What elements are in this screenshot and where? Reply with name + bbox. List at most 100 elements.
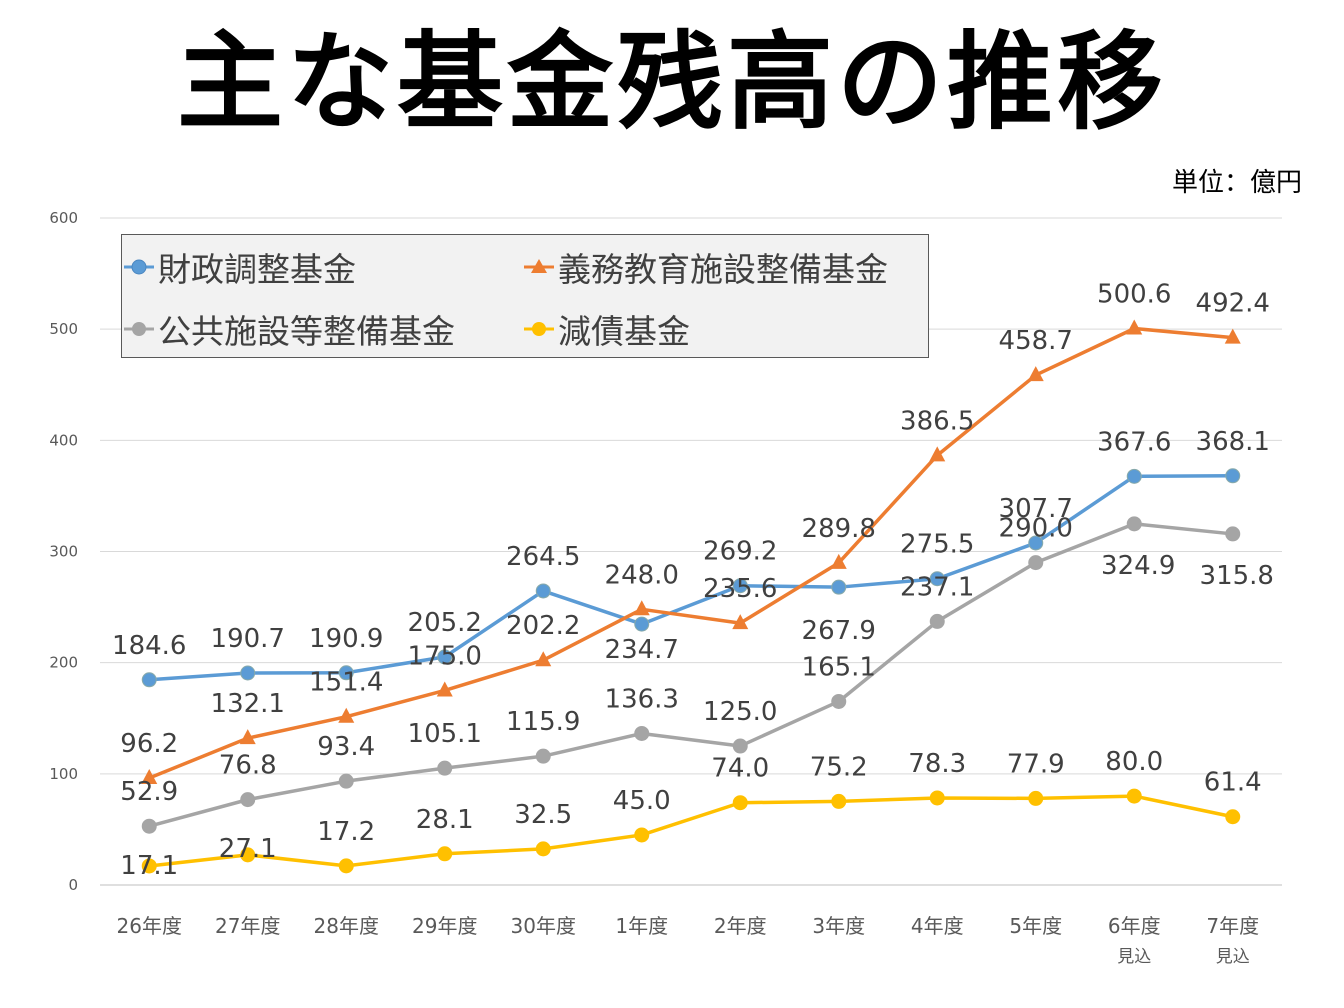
data-label: 75.2 xyxy=(810,752,868,782)
data-point xyxy=(436,681,453,697)
data-label: 77.9 xyxy=(1007,749,1065,779)
x-tick-label: 26年度 xyxy=(117,914,182,938)
data-point xyxy=(929,446,946,462)
x-tick-label: 2年度 xyxy=(714,914,767,938)
data-label: 74.0 xyxy=(711,754,769,784)
data-label: 500.6 xyxy=(1097,279,1171,309)
x-tick-label: 28年度 xyxy=(314,914,379,938)
data-point xyxy=(437,760,453,776)
data-label: 27.1 xyxy=(219,834,277,864)
data-label: 248.0 xyxy=(605,560,679,590)
data-point xyxy=(1028,790,1044,806)
x-tick-label: 7年度 xyxy=(1206,914,1259,938)
y-axis: 0 100 200 300 400 500 600 xyxy=(49,209,78,894)
data-point xyxy=(535,583,551,599)
data-label: 492.4 xyxy=(1196,289,1270,319)
data-label: 151.4 xyxy=(309,668,383,698)
data-point xyxy=(732,795,748,811)
data-point xyxy=(239,729,256,745)
data-point xyxy=(929,571,945,587)
data-point xyxy=(1225,468,1241,484)
data-point xyxy=(535,841,551,857)
legend-circle-marker-icon xyxy=(124,259,154,275)
data-label: 78.3 xyxy=(908,749,966,779)
y-tick-label: 0 xyxy=(68,876,78,894)
data-point xyxy=(1126,516,1142,532)
page-title: 主な基金残高の推移 xyxy=(177,21,1167,144)
data-label: 202.2 xyxy=(506,611,580,641)
x-tick-sublabel: 見込 xyxy=(1216,947,1250,967)
series-line-4 xyxy=(149,794,1234,868)
data-label: 32.5 xyxy=(514,800,572,830)
data-point xyxy=(1224,328,1241,344)
data-point xyxy=(338,773,354,789)
data-point xyxy=(634,827,650,843)
data-point xyxy=(240,792,256,808)
data-label: 184.6 xyxy=(112,631,186,661)
x-tick-label: 6年度 xyxy=(1108,914,1161,938)
data-point xyxy=(1027,366,1044,382)
data-labels: 184.6 190.7 190.9 205.2 264.5 234.7 269.2 267.9… xyxy=(112,279,1274,880)
data-point xyxy=(535,748,551,764)
data-point xyxy=(1225,526,1241,542)
data-label: 93.4 xyxy=(317,732,375,762)
x-tick-label: 30年度 xyxy=(511,914,576,938)
y-tick-label: 400 xyxy=(49,431,78,449)
data-label: 115.9 xyxy=(506,707,580,737)
data-point xyxy=(732,738,748,754)
series-line-1 xyxy=(149,474,1233,682)
data-label: 17.1 xyxy=(120,851,178,881)
legend-label: 義務教育施設整備基金 xyxy=(558,250,888,289)
data-label: 96.2 xyxy=(120,729,178,759)
data-point xyxy=(141,769,158,785)
x-tick-label: 4年度 xyxy=(911,914,964,938)
data-point xyxy=(831,579,847,595)
data-point xyxy=(633,600,650,616)
legend-circle-marker-icon xyxy=(524,322,554,336)
legend-triangle-marker-icon xyxy=(524,259,554,273)
x-tick-label: 3年度 xyxy=(812,914,865,938)
data-point xyxy=(141,858,157,874)
data-point xyxy=(1028,535,1044,551)
x-tick-label: 5年度 xyxy=(1009,914,1062,938)
legend-item-kokyo: 公共施設等整備基金 xyxy=(124,305,455,353)
legend-item-zaisei: 財政調整基金 xyxy=(124,243,356,291)
y-tick-label: 200 xyxy=(49,654,78,672)
data-point xyxy=(831,793,847,809)
data-label: 136.3 xyxy=(605,684,679,714)
data-point xyxy=(437,846,453,862)
x-tick-label: 27年度 xyxy=(215,914,280,938)
data-label: 290.0 xyxy=(999,514,1073,544)
data-point xyxy=(1028,555,1044,571)
legend-item-gensai: 減債基金 xyxy=(524,305,690,353)
data-label: 165.1 xyxy=(802,652,876,682)
x-tick-label: 29年度 xyxy=(412,914,477,938)
legend-label: 公共施設等整備基金 xyxy=(158,312,455,351)
data-label: 269.2 xyxy=(703,537,777,567)
series-line-2 xyxy=(148,326,1233,780)
data-label: 235.6 xyxy=(703,574,777,604)
legend-label: 財政調整基金 xyxy=(158,250,356,289)
data-label: 80.0 xyxy=(1105,747,1163,777)
data-label: 458.7 xyxy=(999,326,1073,356)
data-point xyxy=(437,649,453,665)
data-point xyxy=(1225,809,1241,825)
data-label: 175.0 xyxy=(408,641,482,671)
data-point xyxy=(732,614,749,630)
data-point xyxy=(535,651,552,667)
series-markers xyxy=(141,319,1241,874)
data-point xyxy=(338,858,354,874)
data-label: 52.9 xyxy=(120,777,178,807)
data-point xyxy=(634,616,650,632)
data-label: 307.7 xyxy=(999,494,1073,524)
x-tick-sublabel: 見込 xyxy=(1117,947,1151,967)
data-point xyxy=(929,613,945,629)
y-tick-label: 300 xyxy=(49,543,78,561)
legend: 財政調整基金 義務教育施設整備基金 公共施設等整備基金 減債基金 xyxy=(121,234,929,358)
unit-label: 単位：億円 xyxy=(1171,168,1302,198)
data-label: 132.1 xyxy=(211,689,285,719)
y-tick-label: 600 xyxy=(49,209,78,227)
x-tick-label: 1年度 xyxy=(615,914,668,938)
data-point xyxy=(732,578,748,594)
data-point xyxy=(338,707,355,723)
